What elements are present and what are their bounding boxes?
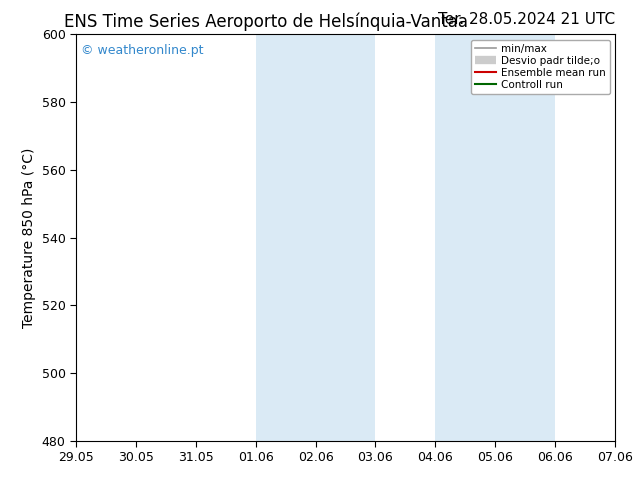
Text: ENS Time Series Aeroporto de Helsínquia-Vantaa: ENS Time Series Aeroporto de Helsínquia-… — [64, 12, 469, 31]
Bar — [436, 34, 555, 441]
Legend: min/max, Desvio padr tilde;o, Ensemble mean run, Controll run: min/max, Desvio padr tilde;o, Ensemble m… — [470, 40, 610, 94]
Y-axis label: Temperature 850 hPa (°C): Temperature 850 hPa (°C) — [22, 147, 36, 328]
Bar — [256, 34, 375, 441]
Text: Ter. 28.05.2024 21 UTC: Ter. 28.05.2024 21 UTC — [438, 12, 615, 27]
Text: © weatheronline.pt: © weatheronline.pt — [81, 45, 204, 57]
